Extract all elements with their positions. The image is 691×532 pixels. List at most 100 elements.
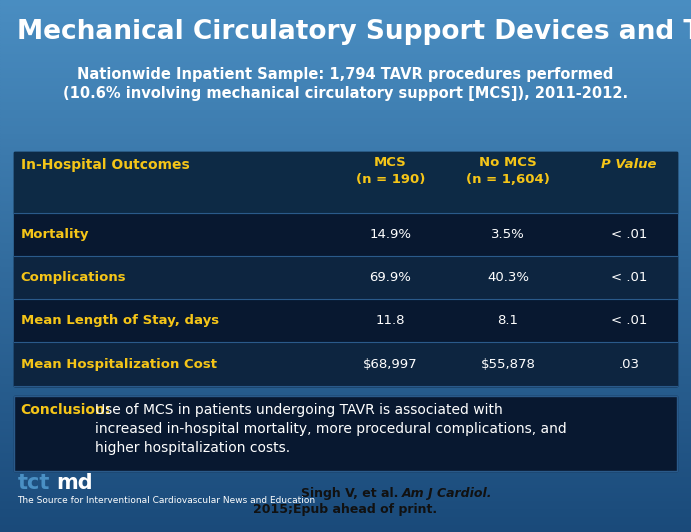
Bar — [0, 319, 691, 322]
Bar — [0, 487, 691, 489]
Bar — [0, 404, 691, 407]
Bar — [0, 88, 691, 90]
Bar — [0, 242, 691, 245]
Text: MCS
(n = 190): MCS (n = 190) — [356, 156, 425, 186]
Bar — [0, 455, 691, 458]
Text: P Value: P Value — [601, 158, 656, 171]
Bar — [0, 210, 691, 213]
Bar — [0, 80, 691, 82]
Bar — [0, 418, 691, 420]
Bar — [0, 96, 691, 98]
Bar — [0, 24, 691, 27]
Bar — [0, 428, 691, 431]
Bar — [0, 468, 691, 471]
Bar — [0, 122, 691, 125]
Text: Nationwide Inpatient Sample: 1,794 TAVR procedures performed: Nationwide Inpatient Sample: 1,794 TAVR … — [77, 66, 614, 81]
Text: < .01: < .01 — [611, 271, 647, 284]
Bar — [14, 152, 677, 386]
Bar — [0, 117, 691, 120]
Bar — [0, 346, 691, 348]
Bar — [0, 77, 691, 80]
Bar — [0, 519, 691, 521]
Bar — [0, 460, 691, 463]
Bar — [0, 144, 691, 146]
Bar — [0, 394, 691, 396]
Bar — [0, 245, 691, 247]
Bar — [0, 375, 691, 378]
Bar — [0, 471, 691, 473]
Bar — [0, 82, 691, 85]
Bar — [0, 234, 691, 237]
Bar — [0, 157, 691, 160]
Bar — [0, 436, 691, 439]
Text: 8.1: 8.1 — [498, 314, 518, 327]
Bar — [0, 452, 691, 455]
Bar — [0, 269, 691, 271]
Bar — [0, 218, 691, 221]
Bar — [0, 192, 691, 194]
Bar — [0, 141, 691, 144]
Bar — [0, 340, 691, 343]
Bar — [0, 53, 691, 56]
Text: (10.6% involving mechanical circulatory support [MCS]), 2011-2012.: (10.6% involving mechanical circulatory … — [63, 86, 628, 101]
Bar — [0, 13, 691, 16]
Bar — [14, 343, 677, 386]
Bar — [0, 237, 691, 239]
Bar — [0, 93, 691, 96]
Text: The Source for Interventional Cardiovascular News and Education: The Source for Interventional Cardiovasc… — [17, 496, 315, 505]
Bar — [0, 380, 691, 383]
Bar — [0, 221, 691, 223]
Bar — [0, 255, 691, 258]
Bar — [0, 8, 691, 11]
Text: tct: tct — [17, 473, 50, 494]
Bar — [0, 362, 691, 364]
Bar — [0, 261, 691, 263]
Bar — [0, 311, 691, 314]
Bar — [0, 359, 691, 362]
Bar — [0, 407, 691, 410]
Bar — [0, 317, 691, 319]
Bar — [0, 450, 691, 452]
Text: 69.9%: 69.9% — [370, 271, 411, 284]
Bar — [0, 109, 691, 112]
Bar — [0, 37, 691, 40]
Bar — [0, 0, 691, 3]
Bar — [0, 229, 691, 231]
Bar — [0, 40, 691, 43]
Bar — [0, 11, 691, 13]
Bar — [0, 383, 691, 386]
Bar — [0, 426, 691, 428]
Text: 2015;Epub ahead of print.: 2015;Epub ahead of print. — [254, 503, 437, 516]
Text: Singh V, et al.: Singh V, et al. — [301, 487, 402, 500]
Bar — [0, 431, 691, 434]
Bar — [0, 74, 691, 77]
Bar — [0, 173, 691, 176]
Bar — [0, 473, 691, 476]
Bar — [0, 258, 691, 261]
Bar — [0, 207, 691, 210]
Bar — [0, 439, 691, 442]
Bar — [0, 29, 691, 32]
Bar — [14, 396, 677, 471]
Text: 3.5%: 3.5% — [491, 228, 524, 241]
Bar — [0, 112, 691, 114]
Bar — [0, 3, 691, 5]
Bar — [0, 215, 691, 218]
Bar — [0, 226, 691, 229]
Bar — [0, 247, 691, 250]
Text: 14.9%: 14.9% — [370, 228, 411, 241]
Bar — [0, 263, 691, 266]
Bar — [0, 181, 691, 184]
Bar — [0, 125, 691, 128]
Bar — [0, 489, 691, 492]
Bar — [0, 388, 691, 391]
Bar — [0, 348, 691, 351]
Bar — [0, 51, 691, 53]
Bar — [0, 154, 691, 157]
Bar — [0, 114, 691, 117]
Text: Mechanical Circulatory Support Devices and TAVR: Mechanical Circulatory Support Devices a… — [17, 19, 691, 45]
Bar — [0, 410, 691, 412]
Bar — [0, 160, 691, 162]
Bar — [0, 415, 691, 418]
Bar — [0, 505, 691, 508]
